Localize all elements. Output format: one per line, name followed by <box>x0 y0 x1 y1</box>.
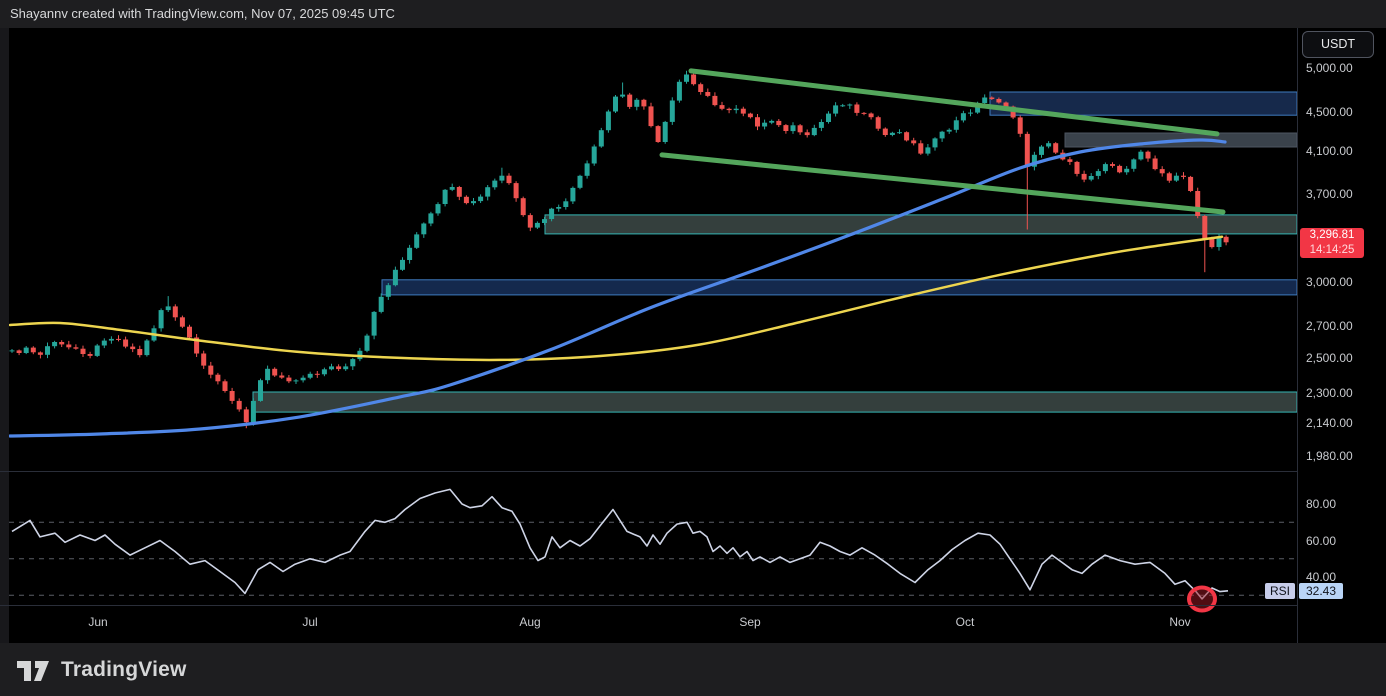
candlestick-series <box>9 70 1229 429</box>
watermark-text: Shayannv created with TradingView.com, N… <box>10 6 395 21</box>
ma-slow-yellow <box>9 235 1224 362</box>
footer-bar: TradingView <box>0 643 1386 696</box>
last-price-value: 3,296.81 <box>1309 229 1355 241</box>
tradingview-logo-text[interactable]: TradingView <box>61 657 187 681</box>
support-zone-3000[interactable] <box>381 279 1298 296</box>
watermark-bar: Shayannv created with TradingView.com, N… <box>0 0 1386 28</box>
ma-fast-blue <box>9 138 1227 438</box>
tradingview-logo-icon[interactable] <box>14 657 52 683</box>
rsi-line <box>11 488 1229 600</box>
rsi-value-label: 32.43 <box>1299 583 1344 599</box>
rsi-indicator-label: RSI <box>1265 583 1296 599</box>
support-zone-3400[interactable] <box>544 214 1298 235</box>
currency-toggle-button[interactable]: USDT <box>1302 31 1374 58</box>
wedge-upper-trendline[interactable] <box>688 68 1220 137</box>
rsi-oversold-circle-annotation[interactable] <box>1187 585 1217 613</box>
chart-left-gutter <box>0 28 9 643</box>
wedge-lower-trendline[interactable] <box>659 152 1226 215</box>
candle-countdown: 14:14:25 <box>1309 244 1355 256</box>
last-price-label: 3,296.81 14:14:25 <box>1300 228 1364 258</box>
